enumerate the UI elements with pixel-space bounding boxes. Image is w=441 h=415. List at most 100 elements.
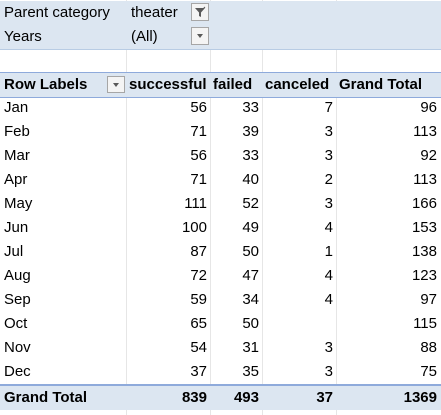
cell-failed: 35	[242, 363, 259, 380]
cell-successful: 56	[190, 99, 207, 116]
row-label: Oct	[4, 315, 28, 332]
cell-canceled: 7	[324, 99, 333, 116]
cell-failed: 40	[242, 171, 259, 188]
cell-grand-total: 166	[411, 195, 437, 212]
total-successful: 839	[181, 389, 207, 406]
cell-canceled: 4	[324, 267, 333, 284]
cell-successful: 100	[181, 219, 207, 236]
cell-grand-total: 138	[411, 243, 437, 260]
total-canceled: 37	[316, 389, 333, 406]
column-header: successful	[129, 76, 207, 93]
cell-grand-total: 88	[420, 339, 437, 356]
filter-label: Years	[4, 28, 42, 45]
row-label: Aug	[4, 267, 31, 284]
cell-successful: 87	[190, 243, 207, 260]
cell-grand-total: 153	[411, 219, 437, 236]
cell-failed: 34	[242, 291, 259, 308]
row-label: Apr	[4, 171, 28, 188]
cell-grand-total: 97	[420, 291, 437, 308]
cell-grand-total: 75	[420, 363, 437, 380]
chevron-down-icon	[113, 83, 119, 87]
filter-parent-category: Parent category theater	[0, 1, 441, 26]
cell-canceled: 3	[324, 195, 333, 212]
row-label: Jul	[4, 243, 24, 260]
cell-failed: 33	[242, 99, 259, 116]
cell-successful: 71	[190, 123, 207, 140]
cell-successful: 65	[190, 315, 207, 332]
row-label: Nov	[4, 339, 31, 356]
gridline	[336, 0, 337, 415]
table-row: Apr 71 40 2 113	[0, 168, 441, 192]
cell-failed: 39	[242, 123, 259, 140]
cell-canceled: 3	[324, 363, 333, 380]
gridline	[126, 0, 127, 415]
table-row: Nov 54 31 3 88	[0, 336, 441, 360]
cell-canceled: 2	[324, 171, 333, 188]
filter-value: (All)	[131, 28, 158, 45]
column-header: canceled	[265, 76, 330, 93]
cell-canceled: 4	[324, 291, 333, 308]
table-row: Mar 56 33 3 92	[0, 144, 441, 168]
filter-years: Years (All)	[0, 25, 441, 50]
cell-grand-total: 113	[413, 171, 437, 188]
cell-canceled: 1	[324, 243, 333, 260]
pivot-header-row: Row Labels successful failed canceled Gr…	[0, 72, 441, 98]
row-label: Mar	[4, 147, 30, 164]
table-row: Dec 37 35 3 75	[0, 360, 441, 384]
cell-successful: 72	[190, 267, 207, 284]
filter-value: theater	[131, 4, 178, 21]
filter-dropdown-button[interactable]	[191, 27, 209, 45]
cell-failed: 52	[242, 195, 259, 212]
row-label: May	[4, 195, 33, 212]
row-label: Jan	[4, 99, 29, 116]
cell-canceled	[262, 312, 336, 336]
table-row: Aug 72 47 4 123	[0, 264, 441, 288]
cell-failed: 49	[242, 219, 259, 236]
cell-successful: 111	[184, 195, 207, 212]
table-row: Feb 71 39 3 113	[0, 120, 441, 144]
chevron-down-icon	[197, 34, 203, 38]
cell-failed: 50	[242, 315, 259, 332]
total-grand-total: 1369	[403, 389, 437, 406]
row-label: Jun	[4, 219, 29, 236]
cell-successful: 37	[190, 363, 207, 380]
column-header: Grand Total	[339, 76, 423, 93]
row-labels-header: Row Labels	[4, 76, 88, 93]
table-row: Jul 87 50 1 138	[0, 240, 441, 264]
table-row: May 111 52 3 166	[0, 192, 441, 216]
cell-grand-total: 92	[420, 147, 437, 164]
table-row: Jun 100 49 4 153	[0, 216, 441, 240]
cell-failed: 31	[242, 339, 259, 356]
row-labels-dropdown-button[interactable]	[107, 76, 125, 93]
cell-successful: 71	[190, 171, 207, 188]
column-header: failed	[213, 76, 253, 93]
gridline	[262, 0, 263, 415]
cell-failed: 47	[242, 267, 259, 284]
table-row: Jan 56 33 7 96	[0, 96, 441, 120]
cell-canceled: 3	[324, 339, 333, 356]
row-label: Dec	[4, 363, 31, 380]
filter-funnel-icon	[195, 6, 206, 17]
cell-grand-total: 123	[411, 267, 437, 284]
cell-grand-total: 96	[420, 99, 437, 116]
cell-successful: 56	[190, 147, 207, 164]
cell-failed: 33	[242, 147, 259, 164]
table-row: Oct 65 50 115	[0, 312, 441, 336]
cell-canceled: 3	[324, 123, 333, 140]
filter-label: Parent category	[4, 4, 110, 21]
row-label: Grand Total	[4, 389, 88, 406]
table-row: Sep 59 34 4 97	[0, 288, 441, 312]
cell-canceled: 3	[324, 147, 333, 164]
grand-total-row: Grand Total 839 493 37 1369	[0, 384, 441, 410]
cell-failed: 50	[242, 243, 259, 260]
total-failed: 493	[233, 389, 259, 406]
row-label: Sep	[4, 291, 31, 308]
gridline	[210, 0, 211, 415]
cell-successful: 54	[190, 339, 207, 356]
cell-canceled: 4	[324, 219, 333, 236]
row-label: Feb	[4, 123, 30, 140]
cell-grand-total: 115	[413, 315, 437, 332]
cell-grand-total: 113	[413, 123, 437, 140]
cell-successful: 59	[190, 291, 207, 308]
filter-dropdown-button[interactable]	[191, 3, 209, 21]
